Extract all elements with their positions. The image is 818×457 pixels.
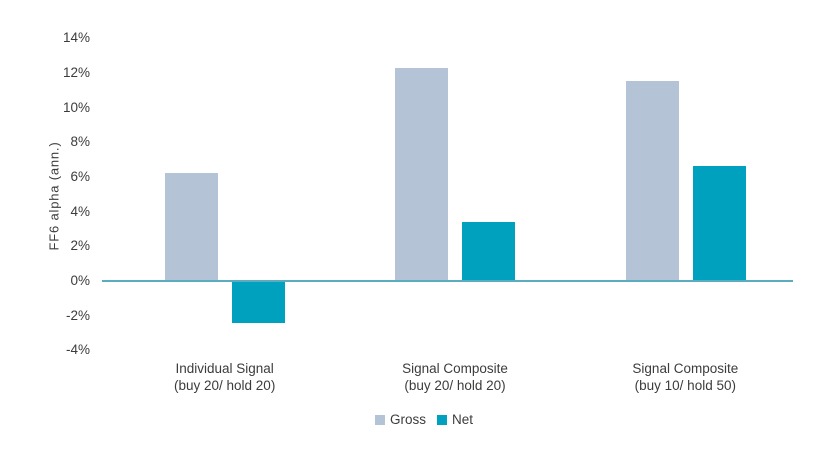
bar-gross-0 (165, 173, 218, 281)
y-tick-label: 8% (70, 134, 90, 150)
y-tick-label: 0% (70, 273, 90, 288)
legend-swatch-gross-icon (374, 415, 385, 425)
x-category-label-0: Individual Signal (buy 20/ hold 20) (173, 361, 276, 393)
x-category-label-2: Signal Composite (buy 10/ hold 50) (632, 361, 739, 393)
y-tick-label: -4% (65, 342, 90, 358)
legend-swatch-net-icon (437, 415, 447, 425)
bar-gross-1 (395, 67, 449, 281)
legend-label-gross: Gross (389, 412, 426, 427)
bar-net-1 (462, 222, 516, 281)
legend-label-net: Net (452, 412, 474, 427)
y-axis-title: FF6 alpha (ann.) (46, 141, 62, 251)
bar-gross-2 (625, 81, 679, 281)
legend-item-gross: Gross (374, 412, 426, 428)
y-tick-label: 10% (62, 99, 90, 115)
y-tick-label: 12% (62, 64, 90, 80)
legend-item-net: Net (437, 412, 473, 428)
y-tick-label: 14% (62, 30, 90, 46)
legend: Gross Net (374, 412, 473, 428)
bar-net-2 (692, 166, 746, 281)
x-category-label-1: Signal Composite (buy 20/ hold 20) (402, 361, 508, 393)
y-tick-label: 6% (70, 168, 90, 184)
y-tick-label: -2% (65, 307, 90, 323)
zero-axis-line (102, 280, 793, 282)
y-tick-label: 2% (70, 238, 90, 254)
bar-net-0 (232, 281, 285, 323)
y-tick-label: 4% (70, 203, 90, 219)
